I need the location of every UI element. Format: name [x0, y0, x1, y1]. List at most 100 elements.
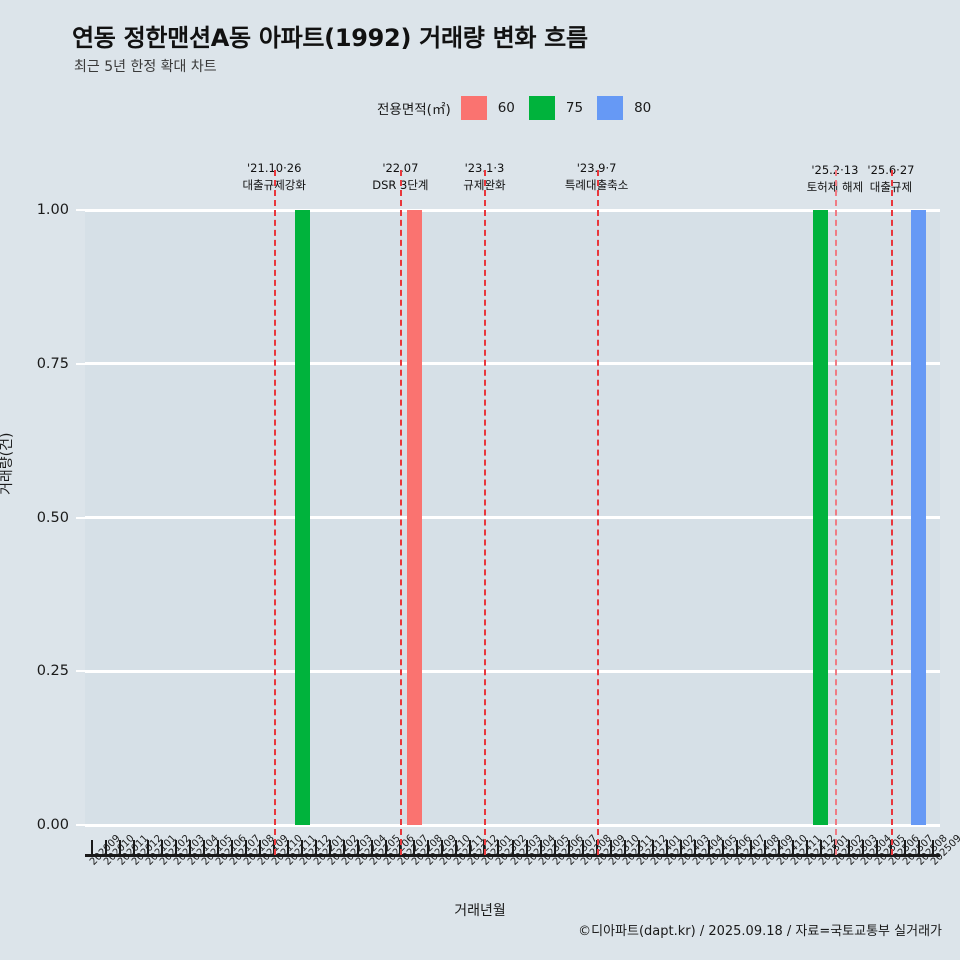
x-tick-mark: [315, 840, 318, 855]
legend-item-60[interactable]: 60: [460, 96, 515, 120]
x-tick-mark: [385, 840, 388, 855]
x-tick-mark: [637, 840, 640, 855]
x-tick-mark: [847, 840, 850, 855]
x-tick-mark: [553, 840, 556, 855]
x-tick-mark: [805, 840, 808, 855]
legend-label: 80: [634, 100, 652, 116]
legend-swatch-icon-60: [460, 96, 487, 120]
x-tick-mark: [581, 840, 584, 855]
x-tick-mark: [735, 840, 738, 855]
y-tick-mark: [76, 516, 85, 519]
y-tick-label: 0.25: [36, 663, 69, 680]
x-tick-mark: [343, 840, 346, 855]
bar-60-202208[interactable]: [406, 210, 422, 825]
gridline: [85, 669, 940, 673]
x-tick-mark: [525, 840, 528, 855]
x-tick-mark: [511, 840, 514, 855]
x-tick-mark: [189, 840, 192, 855]
event-marker-line-202506: [890, 170, 893, 855]
event-date: '21.10·26: [247, 161, 302, 175]
x-tick-mark: [133, 840, 136, 855]
legend-swatch-icon-75: [528, 96, 555, 120]
legend-title: 전용면적(㎡): [377, 102, 451, 118]
gridline: [85, 208, 940, 212]
event-description: 대출규제: [869, 179, 913, 194]
x-tick-mark: [455, 840, 458, 855]
y-tick-mark: [76, 362, 85, 365]
gridline: [85, 823, 940, 827]
bar-75-202112[interactable]: [294, 210, 310, 825]
x-axis-line: [85, 854, 940, 857]
plot-area: [85, 170, 940, 855]
y-tick-mark: [76, 209, 85, 211]
x-tick-mark: [791, 840, 794, 855]
y-tick-mark: [76, 670, 85, 673]
x-tick-mark: [721, 840, 724, 855]
x-tick-mark: [567, 840, 570, 855]
x-tick-mark: [245, 840, 248, 855]
x-tick-mark: [147, 840, 150, 855]
x-tick-mark: [413, 840, 416, 855]
x-tick-mark: [861, 840, 864, 855]
x-tick-mark: [357, 840, 360, 855]
x-tick-mark: [371, 840, 374, 855]
x-tick-mark: [301, 840, 304, 855]
chart-subtitle: 최근 5년 한정 확대 차트: [74, 59, 217, 75]
legend-item-80[interactable]: 80: [597, 96, 651, 120]
x-tick-mark: [441, 840, 444, 855]
event-marker-line-202301: [484, 170, 487, 855]
y-tick-label: 0.50: [36, 509, 69, 526]
x-tick-mark: [749, 840, 752, 855]
x-tick-mark: [91, 840, 93, 855]
x-tick-mark: [259, 840, 262, 855]
chart-legend: 전용면적(㎡) 60 75 80: [377, 96, 665, 120]
legend-swatch-icon-80: [597, 96, 624, 120]
event-date: '22.07: [382, 161, 419, 175]
gridline: [85, 362, 940, 366]
y-tick-mark: [76, 824, 85, 826]
x-tick-mark: [623, 840, 626, 855]
y-tick-label: 0.75: [36, 355, 69, 372]
legend-label: 60: [497, 100, 515, 116]
event-marker-line-202502: [834, 170, 837, 855]
x-tick-mark: [707, 840, 710, 855]
x-tick-mark: [609, 840, 612, 855]
x-tick-mark: [217, 840, 220, 855]
x-tick-mark: [651, 840, 654, 855]
x-tick-mark: [539, 840, 542, 855]
x-tick-mark: [665, 840, 668, 855]
x-tick-mark: [105, 840, 108, 855]
x-tick-mark: [777, 840, 780, 855]
bar-75-202501[interactable]: [813, 210, 829, 825]
legend-label: 75: [565, 100, 584, 116]
x-axis-title: 거래년월: [454, 903, 506, 919]
x-tick-mark: [119, 840, 122, 855]
bar-80-202508[interactable]: [911, 210, 927, 825]
legend-item-75[interactable]: 75: [528, 96, 584, 120]
x-tick-mark: [161, 840, 164, 855]
x-tick-mark: [875, 840, 878, 855]
page-title: 연동 정한맨션A동 아파트(1992) 거래량 변화 흐름: [72, 24, 588, 52]
y-tick-label: 1.00: [36, 202, 69, 218]
event-marker-line-202309: [596, 170, 599, 855]
x-tick-mark: [203, 840, 206, 855]
x-tick-mark: [679, 840, 682, 855]
footer-credit: ©디아파트(dapt.kr) / 2025.09.18 / 자료=국토교통부 실…: [578, 924, 942, 939]
event-date: '23.9·7: [576, 161, 617, 175]
y-tick-label: 0.00: [36, 817, 69, 833]
x-tick-mark: [763, 840, 766, 855]
y-axis-title: 거래량(건): [0, 432, 15, 495]
x-tick-mark: [175, 840, 178, 855]
x-tick-mark: [931, 840, 934, 855]
event-marker-line-202207: [400, 170, 403, 855]
x-tick-mark: [903, 840, 906, 855]
x-tick-mark: [497, 840, 500, 855]
x-tick-mark: [819, 840, 822, 855]
event-date: '23.1·3: [464, 161, 505, 175]
x-tick-mark: [427, 840, 430, 855]
event-marker-line-202110: [274, 170, 277, 855]
x-tick-mark: [693, 840, 696, 855]
x-tick-mark: [469, 840, 472, 855]
x-tick-mark: [231, 840, 234, 855]
